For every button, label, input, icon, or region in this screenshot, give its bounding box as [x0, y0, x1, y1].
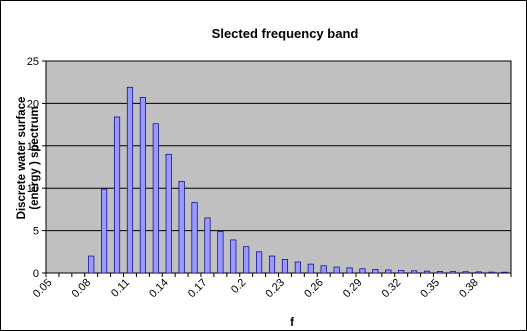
bar	[191, 202, 198, 274]
plot-area	[45, 60, 512, 274]
bar	[88, 255, 95, 274]
bar	[256, 251, 263, 274]
bar	[488, 271, 495, 274]
bar	[462, 271, 469, 274]
bar	[139, 97, 146, 274]
y-tick-label: 0	[33, 268, 39, 280]
bar	[475, 271, 482, 274]
chart-title: Slected frequency band	[212, 26, 359, 41]
bar	[411, 270, 418, 274]
bar	[307, 263, 314, 274]
y-axis-title-line-1: Discrete water surface	[16, 97, 28, 220]
y-tick-label: 15	[27, 141, 39, 153]
bar	[268, 255, 276, 274]
y-tick-label: 20	[27, 98, 39, 110]
bar	[436, 271, 444, 274]
y-tick-label: 5	[33, 226, 39, 238]
gridlines	[46, 102, 511, 232]
bar	[359, 268, 366, 274]
x-axis-title: f	[290, 317, 294, 329]
bar	[281, 259, 289, 274]
bar	[501, 271, 508, 274]
bars	[88, 86, 508, 274]
bar	[152, 123, 159, 274]
bar	[113, 116, 121, 274]
bar	[449, 271, 456, 274]
bar	[320, 265, 327, 274]
y-tick-label: 10	[27, 183, 39, 195]
bar	[423, 270, 431, 274]
bar	[333, 266, 340, 274]
bar	[230, 239, 237, 274]
y-axis-title-line-2: (energy ) spectrum	[29, 106, 41, 210]
y-tick-label: 25	[27, 56, 39, 68]
bar	[165, 153, 172, 274]
bar	[204, 217, 211, 274]
y-axis-ticks: 0 5 10 15 20 25	[27, 56, 46, 280]
bar	[178, 181, 185, 274]
bar	[385, 269, 392, 274]
bar	[294, 261, 301, 274]
bar	[243, 246, 250, 274]
bar	[372, 269, 379, 274]
bar	[217, 231, 224, 274]
bar	[101, 188, 108, 274]
bar	[398, 270, 405, 274]
bar	[346, 267, 353, 274]
bar	[126, 86, 134, 274]
